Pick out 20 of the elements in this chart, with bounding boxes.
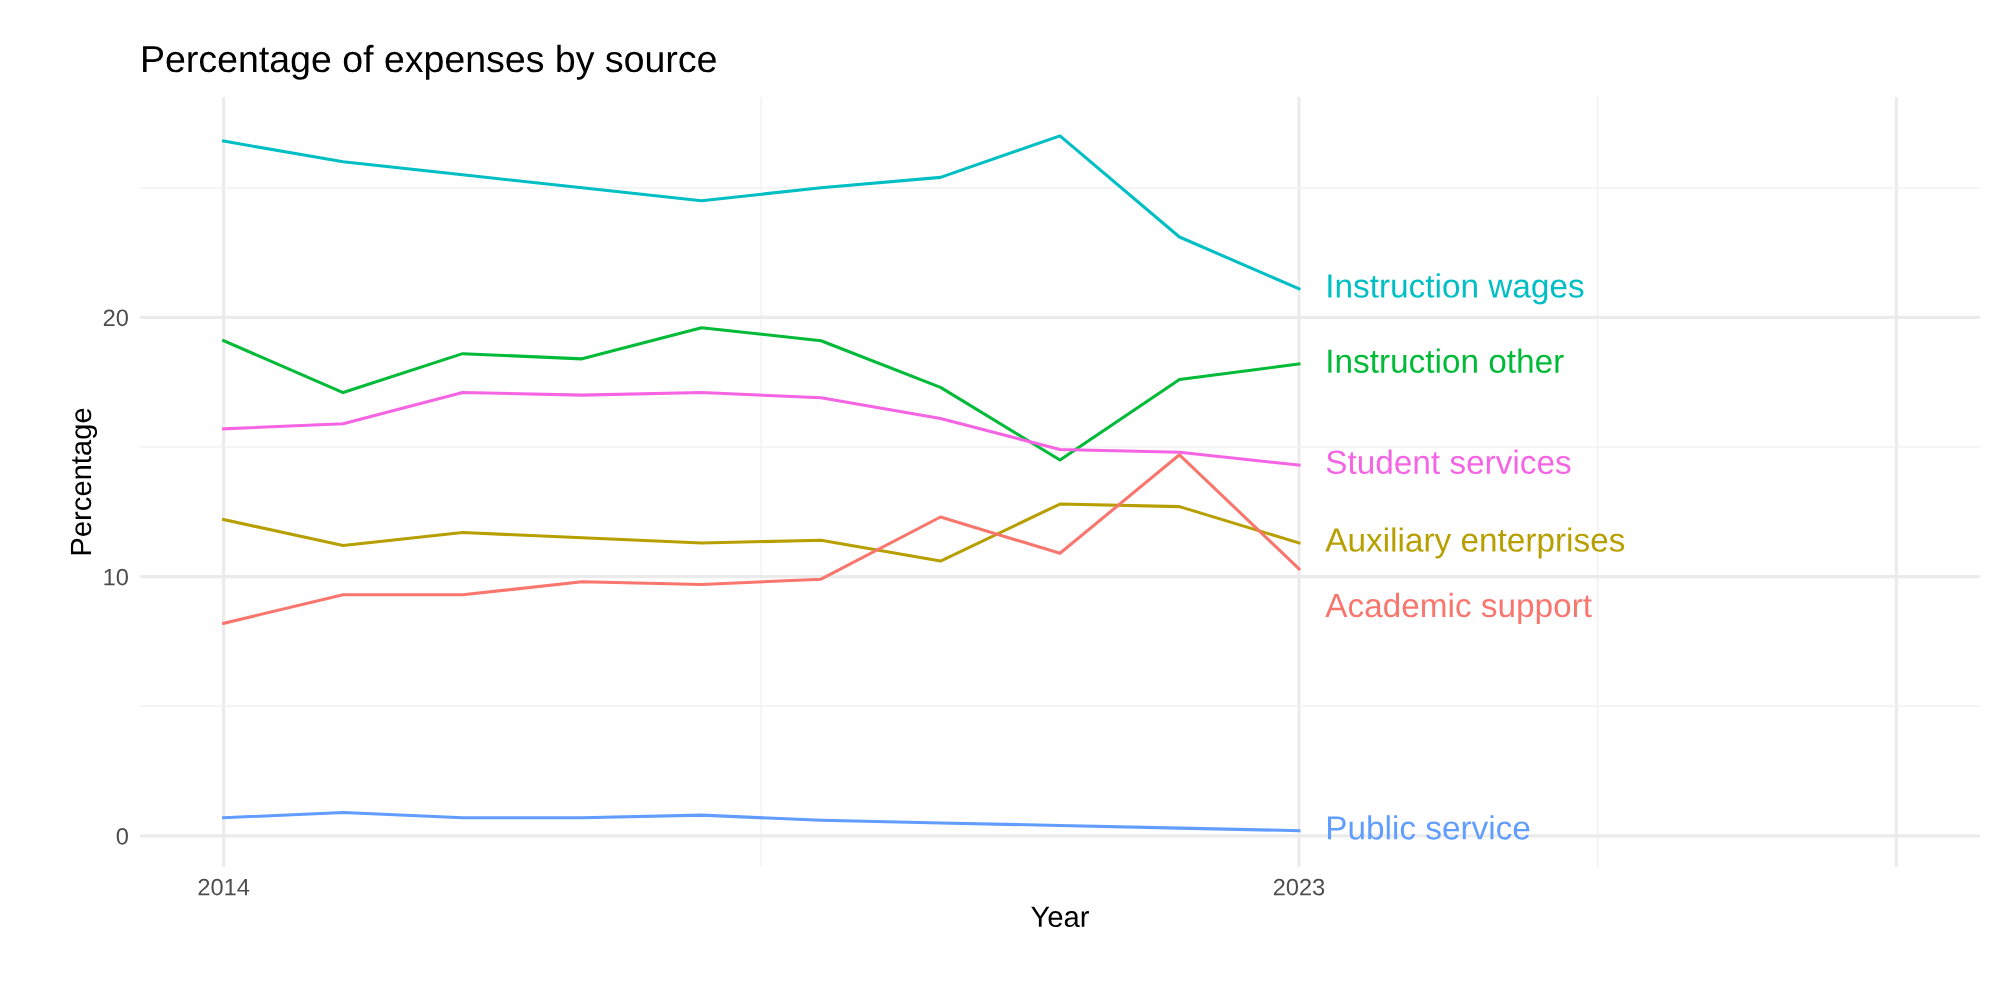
line-series	[222, 453, 1301, 625]
line-series	[222, 134, 1301, 291]
y-tick-label: 0	[116, 827, 128, 845]
series-label: Auxiliary enterprises	[1325, 527, 1625, 559]
x-axis-title: Year	[1031, 906, 1089, 928]
series-label: Instruction wages	[1328, 273, 1584, 305]
line-series	[222, 811, 1301, 833]
series-label: Public service	[1327, 815, 1530, 840]
x-tick-label: 2023	[1273, 878, 1325, 896]
y-tick-label: 20	[103, 309, 128, 327]
x-tick-label: 2014	[198, 878, 250, 896]
chart-title: Percentage of expenses by source	[143, 44, 716, 80]
y-tick-label: 10	[104, 568, 128, 586]
y-axis-title: Percentage	[70, 408, 98, 555]
line-series	[222, 502, 1301, 563]
series-label: Academic support	[1325, 592, 1592, 624]
series-label: Instruction other	[1328, 348, 1564, 373]
line-series	[222, 391, 1301, 467]
series-label: Student services	[1326, 449, 1571, 475]
line-series	[222, 326, 1301, 462]
